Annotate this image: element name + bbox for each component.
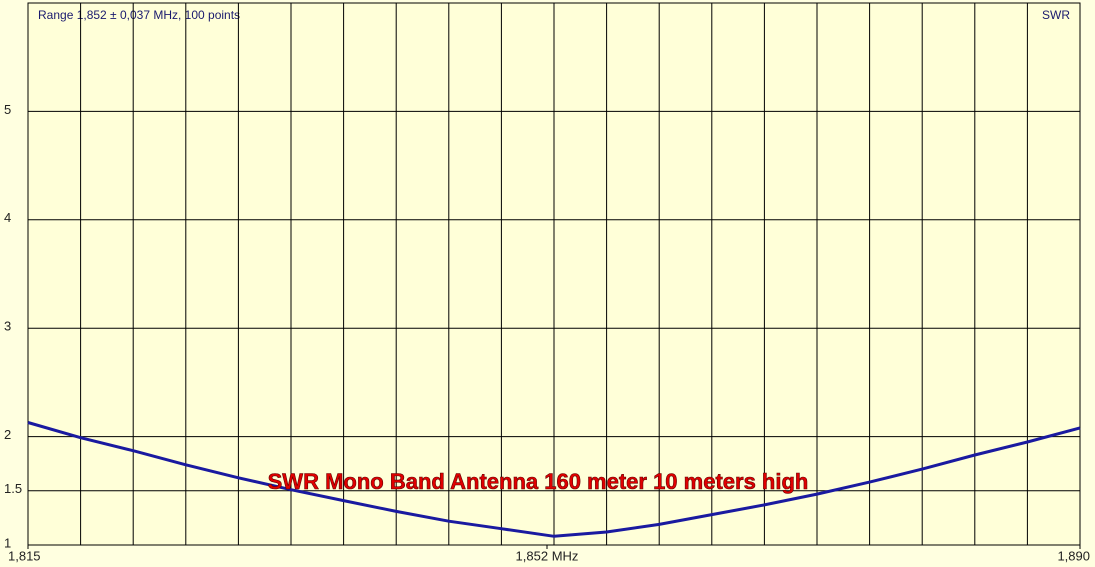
y-tick-label: 2 — [4, 427, 11, 442]
x-tick-label: 1,890 — [1057, 548, 1090, 563]
y-tick-label: 1 — [4, 535, 11, 550]
annotation: SWR Mono Band Antenna 160 meter 10 meter… — [268, 469, 809, 494]
x-tick-label: 1,852 MHz — [516, 548, 579, 563]
y-tick-label: 1.5 — [4, 481, 22, 496]
y-tick-label: 3 — [4, 319, 11, 334]
y-tick-label: 4 — [4, 210, 11, 225]
swr-line — [27, 421, 1081, 538]
y-tick-label: 5 — [4, 102, 11, 117]
x-tick-label: 1,815 — [8, 548, 41, 563]
chart-title: Range 1,852 ± 0,037 MHz, 100 points — [38, 8, 240, 22]
y-axis-label: SWR — [1042, 8, 1070, 22]
